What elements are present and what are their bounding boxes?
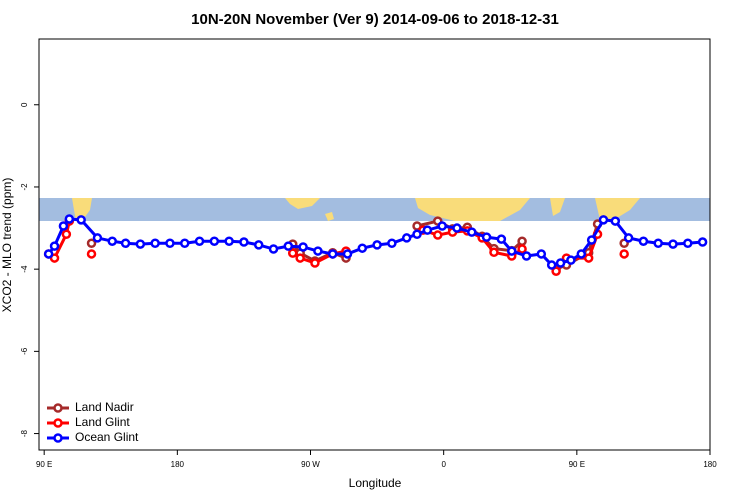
point <box>517 236 527 246</box>
legend-marker <box>53 403 63 413</box>
point <box>586 235 597 245</box>
point <box>401 233 412 243</box>
point <box>638 236 649 246</box>
point <box>653 238 663 249</box>
point <box>452 223 462 233</box>
point <box>623 233 634 243</box>
point <box>437 221 447 231</box>
point <box>58 221 69 231</box>
point <box>387 238 397 249</box>
point <box>49 253 60 263</box>
legend-label: Ocean Glint <box>75 430 139 444</box>
chart-title: 10N-20N November (Ver 9) 2014-09-06 to 2… <box>191 11 559 28</box>
point <box>551 266 561 276</box>
point <box>357 243 368 253</box>
point <box>283 241 294 251</box>
point <box>521 251 532 261</box>
point <box>536 249 547 259</box>
point <box>313 246 323 256</box>
map-strip <box>39 198 710 221</box>
point <box>412 229 422 239</box>
point <box>107 236 117 246</box>
x-tick-label: 180 <box>171 460 185 469</box>
point <box>86 238 97 249</box>
point <box>327 249 338 259</box>
x-tick-label: 180 <box>703 460 717 469</box>
y-tick-label: -8 <box>20 429 29 437</box>
land <box>72 198 640 221</box>
point <box>253 240 264 250</box>
point <box>372 240 382 250</box>
point <box>668 239 678 249</box>
point <box>86 249 97 259</box>
point <box>295 253 305 263</box>
point <box>496 234 507 244</box>
point <box>43 249 54 259</box>
point <box>506 246 517 256</box>
point <box>239 237 249 247</box>
point <box>165 238 175 249</box>
point <box>598 215 609 225</box>
point <box>342 249 353 259</box>
point <box>150 238 160 249</box>
x-tick-label: 90 W <box>301 460 320 469</box>
point <box>555 258 566 268</box>
point <box>310 258 320 268</box>
point <box>467 227 477 237</box>
y-tick-label: -4 <box>20 265 29 273</box>
point <box>683 238 693 249</box>
y-tick-label: -2 <box>20 183 29 191</box>
point <box>697 237 708 247</box>
point <box>76 215 86 225</box>
x-tick-label: 0 <box>441 460 446 469</box>
point <box>209 236 220 246</box>
point <box>61 229 72 239</box>
point <box>546 260 557 270</box>
legend-marker <box>53 418 63 428</box>
point <box>433 230 443 240</box>
point <box>619 249 629 259</box>
point <box>179 238 190 249</box>
point <box>92 233 103 243</box>
point <box>288 248 298 258</box>
point <box>298 242 308 252</box>
legend-label: Land Nadir <box>75 400 134 414</box>
point <box>194 236 205 246</box>
point <box>135 239 146 249</box>
point <box>583 253 594 263</box>
point <box>224 236 234 246</box>
point <box>120 238 131 249</box>
plot-frame <box>38 38 711 451</box>
legend-label: Land Glint <box>75 415 130 429</box>
x-tick-label: 90 E <box>569 460 585 469</box>
point <box>517 244 527 254</box>
y-tick-label: -6 <box>20 347 29 355</box>
point <box>576 249 587 259</box>
point <box>610 216 621 226</box>
y-tick-label: 0 <box>20 102 29 107</box>
legend-marker <box>53 433 63 443</box>
point <box>489 247 499 258</box>
point <box>64 214 75 224</box>
y-axis-label: XCO2 - MLO trend (ppm) <box>0 178 14 313</box>
point <box>566 255 576 265</box>
point <box>422 225 433 235</box>
point <box>268 244 279 254</box>
x-tick-label: 90 E <box>36 460 52 469</box>
x-axis-label: Longitude <box>349 476 402 490</box>
series-line <box>49 221 625 271</box>
point <box>49 241 60 251</box>
point <box>481 232 492 242</box>
